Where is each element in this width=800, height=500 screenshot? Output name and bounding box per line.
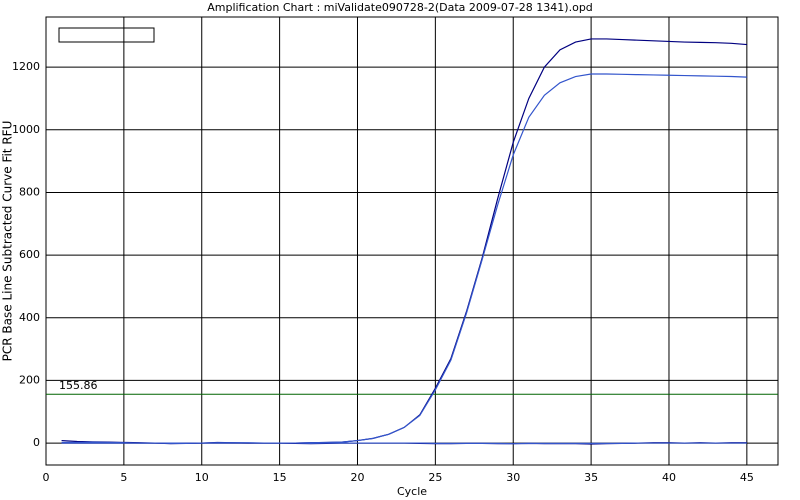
x-tick-label: 10 (195, 471, 209, 484)
series-line (61, 441, 747, 445)
x-tick-label: 40 (662, 471, 676, 484)
x-tick-label: 35 (584, 471, 598, 484)
x-tick-label: 15 (273, 471, 287, 484)
y-tick-label: 400 (19, 311, 40, 324)
x-tick-label: 20 (350, 471, 364, 484)
legend-box (58, 27, 155, 43)
x-tick-label: 25 (428, 471, 442, 484)
y-tick-label: 1000 (12, 123, 40, 136)
x-tick-label: 30 (506, 471, 520, 484)
y-tick-label: 0 (33, 436, 40, 449)
y-tick-label: 200 (19, 373, 40, 386)
y-tick-label: 600 (19, 248, 40, 261)
x-tick-label: 5 (120, 471, 127, 484)
x-tick-label: 45 (740, 471, 754, 484)
threshold-label: 155.86 (59, 379, 98, 392)
x-axis-label: Cycle (397, 485, 427, 498)
plot-frame (45, 16, 779, 466)
x-tick-label: 0 (43, 471, 50, 484)
y-tick-label: 800 (19, 185, 40, 198)
y-axis-label: PCR Base Line Subtracted Curve Fit RFU (1, 121, 15, 362)
series-line (61, 38, 747, 444)
y-tick-label: 1200 (12, 60, 40, 73)
chart-title: Amplification Chart : miValidate090728-2… (207, 1, 593, 14)
